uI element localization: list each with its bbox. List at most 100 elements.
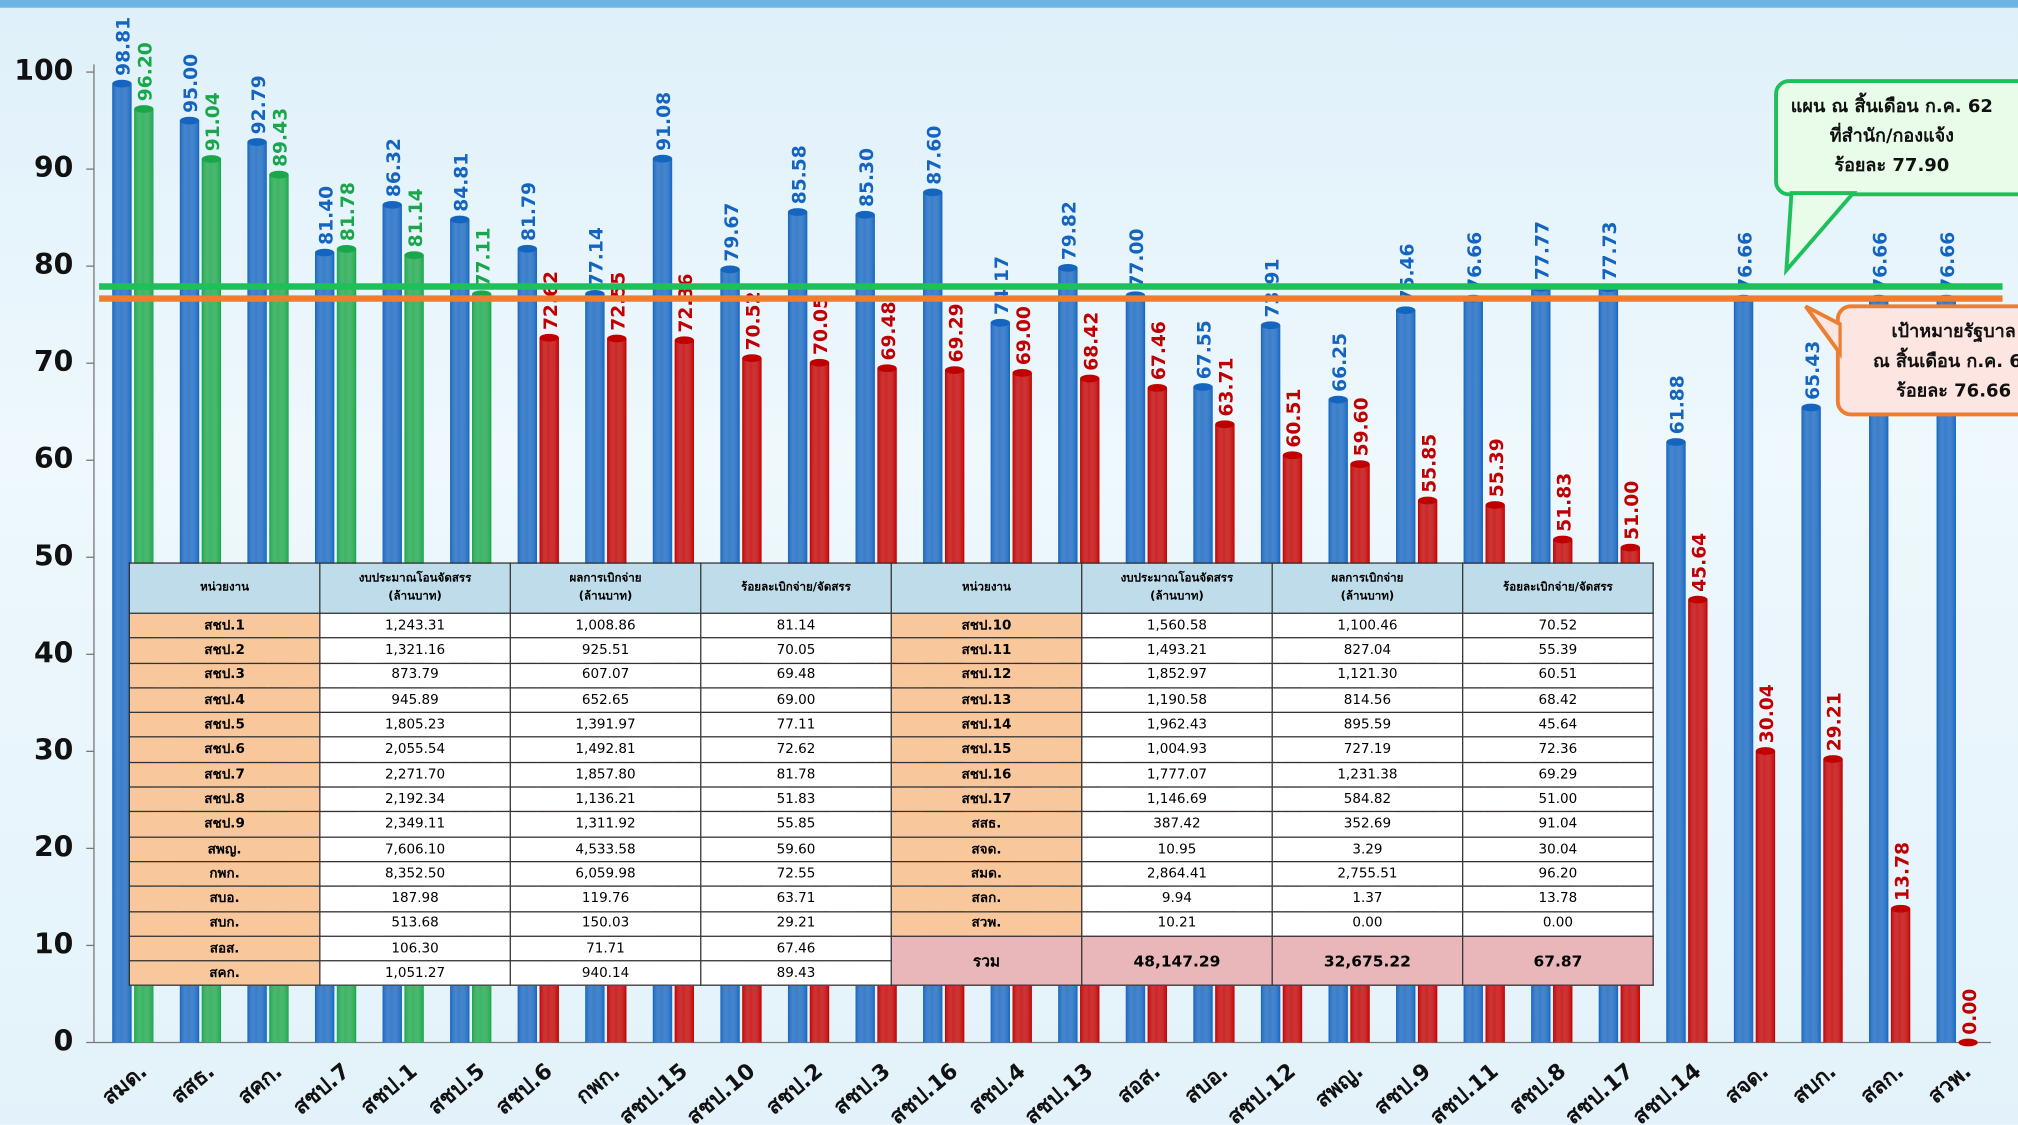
x-tick-label: สชป.6 (491, 1059, 557, 1120)
value-label: 65.43 (1803, 341, 1824, 400)
table-header: งบประมาณโอนจัดสรร(ล้านบาท) (320, 563, 510, 613)
value-label: 87.60 (924, 126, 945, 185)
y-tick-label: 30 (34, 733, 73, 766)
table-cell: 1,146.69 (1082, 787, 1272, 812)
table-header: ร้อยละเบิกจ่าย/จัดสรร (1463, 563, 1653, 613)
bar-top (1148, 384, 1167, 392)
header-line: ผลการเบิกจ่าย (570, 572, 642, 585)
bar-shade (1688, 600, 1707, 1043)
bar-top (337, 245, 356, 253)
table-cell: สชป.17 (891, 787, 1081, 812)
top-band (0, 0, 2018, 8)
bar-top (112, 80, 131, 88)
table-cell: สชป.10 (891, 613, 1081, 638)
value-label: 45.64 (1690, 533, 1711, 592)
x-tick-label: สชป.11 (1426, 1059, 1504, 1125)
bar-top (202, 155, 221, 163)
table-row: สชป.4945.89652.6569.00สชป.131,190.58814.… (129, 688, 1653, 713)
table-cell: สชป.6 (129, 737, 319, 762)
value-label: 68.42 (1081, 312, 1102, 371)
header-line: ผลการเบิกจ่าย (1331, 572, 1403, 585)
table-row: สชป.82,192.341,136.2151.83สชป.171,146.69… (129, 787, 1653, 812)
bar-shade (1801, 408, 1820, 1043)
x-tick-label: สชป.16 (885, 1059, 963, 1125)
bar-top (134, 105, 153, 113)
table-cell: 0.00 (1463, 911, 1653, 936)
value-label: 72.36 (676, 274, 697, 333)
bar-top (1215, 420, 1234, 428)
value-label: 81.40 (316, 186, 337, 245)
table-cell: 30.04 (1463, 837, 1653, 862)
value-label: 79.82 (1060, 201, 1081, 260)
table-cell: 67.46 (701, 936, 891, 961)
x-tick-label: สสธ. (167, 1059, 220, 1109)
bar-top (653, 155, 672, 163)
bar-top (1958, 1039, 1977, 1047)
table-total: 67.87 (1463, 936, 1653, 986)
table-cell: 2,864.41 (1082, 862, 1272, 887)
table-cell: 0.00 (1272, 911, 1462, 936)
table-cell: 2,349.11 (320, 812, 510, 837)
bar-top (540, 334, 559, 342)
table-cell: 2,755.51 (1272, 862, 1462, 887)
table-row: สบก.513.68150.0329.21สวพ.10.210.000.00 (129, 911, 1653, 936)
table-row: กพก.8,352.506,059.9872.55สมด.2,864.412,7… (129, 862, 1653, 887)
bar-top (518, 245, 537, 253)
table-header: ผลการเบิกจ่าย(ล้านบาท) (510, 563, 700, 613)
table-cell: 6,059.98 (510, 862, 700, 887)
bar-top (923, 189, 942, 197)
table-cell: 4,533.58 (510, 837, 700, 862)
table-cell: สชป.15 (891, 737, 1081, 762)
value-label: 76.66 (1735, 232, 1756, 291)
bar-top (991, 319, 1010, 327)
table-cell: สคก. (129, 961, 319, 986)
value-label: 91.08 (654, 92, 675, 151)
table-cell: 727.19 (1272, 737, 1462, 762)
table-cell: 89.43 (701, 961, 891, 986)
table-cell: 1,560.58 (1082, 613, 1272, 638)
table-cell: 70.05 (701, 638, 891, 663)
bar-top (1328, 396, 1347, 404)
table-cell: 1.37 (1272, 886, 1462, 911)
table-cell: สสธ. (891, 812, 1081, 837)
bar-shade (1823, 759, 1842, 1042)
table-cell: 70.52 (1463, 613, 1653, 638)
x-tick-label: สบก. (1788, 1059, 1841, 1109)
x-tick-label: สวพ. (1923, 1059, 1976, 1109)
table-cell: 873.79 (320, 663, 510, 688)
x-tick-label: สชป.15 (615, 1059, 693, 1125)
y-tick-label: 80 (34, 248, 73, 281)
table-cell: 71.71 (510, 936, 700, 961)
table-cell: 10.21 (1082, 911, 1272, 936)
table-cell: สชป.7 (129, 762, 319, 787)
bar-top (269, 171, 288, 179)
value-label: 77.11 (473, 227, 494, 286)
table-cell: สชป.5 (129, 713, 319, 738)
x-tick-label: สชป.10 (682, 1059, 760, 1125)
table-cell: 7,606.10 (320, 837, 510, 862)
table-cell: 187.98 (320, 886, 510, 911)
header-line: (ล้านบาท) (1150, 591, 1204, 604)
bar-top (1891, 905, 1910, 913)
table-cell: 1,243.31 (320, 613, 510, 638)
value-label: 86.32 (384, 138, 405, 197)
value-label: 69.48 (879, 301, 900, 360)
x-tick-label: สอส. (1113, 1059, 1166, 1109)
bar-top (1621, 544, 1640, 552)
header-line: ร้อยละเบิกจ่าย/จัดสรร (741, 581, 851, 594)
table-cell: 51.00 (1463, 787, 1653, 812)
x-tick-label: สบอ. (1180, 1059, 1233, 1109)
callout-text: ร้อยละ 77.90 (1834, 155, 1949, 176)
table-cell: 2,055.54 (320, 737, 510, 762)
table-cell: 81.14 (701, 613, 891, 638)
value-label: 76.66 (1870, 232, 1891, 291)
bar-top (742, 354, 761, 362)
bar-top (1666, 438, 1685, 446)
table-cell: 925.51 (510, 638, 700, 663)
callout-text: เป้าหมายรัฐบาล (1892, 321, 2016, 343)
x-tick-label: สจด. (1720, 1059, 1773, 1109)
header-line: (ล้านบาท) (1341, 591, 1395, 604)
bar-top (1823, 755, 1842, 763)
